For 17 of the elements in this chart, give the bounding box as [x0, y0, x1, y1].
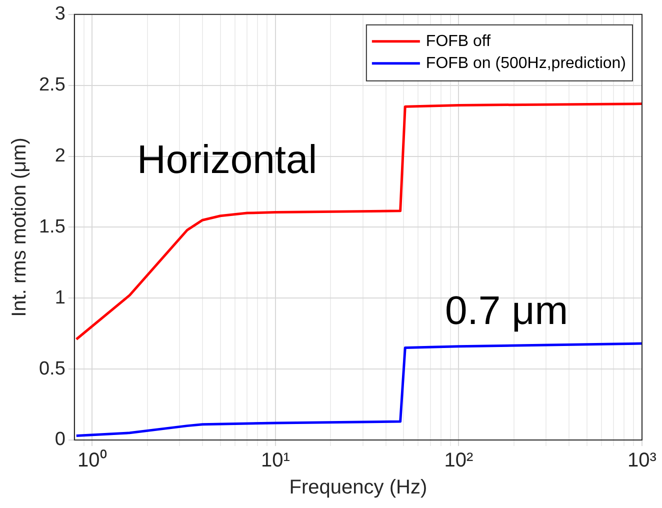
x-tick-label: 10⁰ — [78, 448, 107, 472]
y-tick-label: 2 — [54, 146, 66, 166]
y-tick-label: 1 — [54, 287, 66, 308]
y-tick-label: 3 — [54, 4, 66, 25]
y-tick-label: 0.5 — [38, 358, 66, 380]
y-tick-label: 0 — [54, 429, 66, 450]
x-tick-label: 10³ — [628, 450, 657, 472]
y-tick-label: 2.5 — [38, 74, 66, 96]
x-axis-title: Frequency (Hz) — [289, 476, 428, 499]
x-tick-label: 10¹ — [260, 450, 290, 472]
x-tick-label: 10² — [444, 450, 474, 472]
annotation: 0.7 μm — [445, 289, 568, 334]
annotation: Horizontal — [137, 138, 318, 182]
y-tick-label: 1.5 — [38, 216, 66, 238]
y-axis-title: Int. rms motion (μm) — [8, 138, 31, 317]
legend-label: FOFB off — [426, 32, 492, 50]
legend-label: FOFB on (500Hz,prediction) — [426, 54, 626, 72]
